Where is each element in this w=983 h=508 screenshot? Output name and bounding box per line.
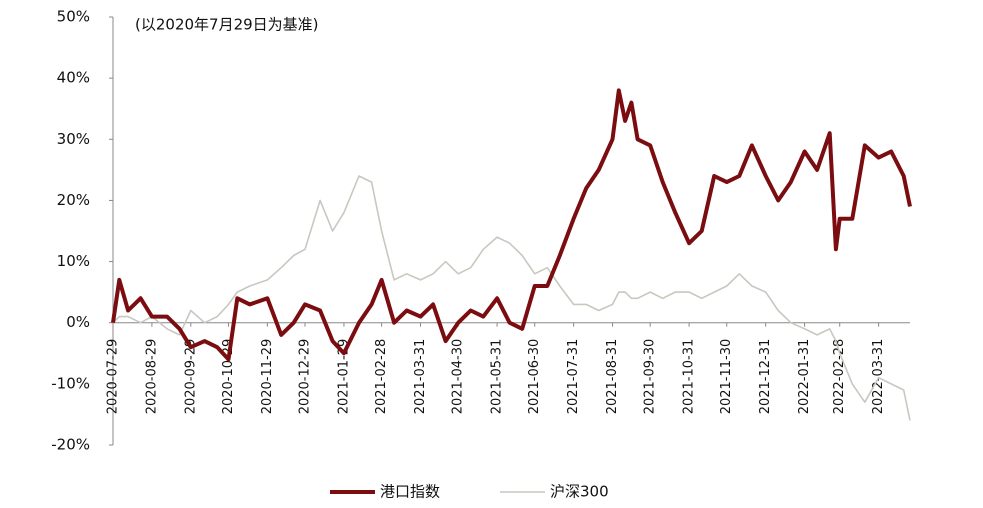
y-tick-label: 30% [57, 130, 90, 148]
x-tick-label: 2020-12-29 [298, 339, 313, 415]
series-line [111, 88, 912, 362]
y-tick-label: -20% [51, 436, 90, 454]
x-tick-label: 2021-03-31 [413, 339, 428, 415]
x-tick-label: 2021-08-31 [605, 339, 620, 415]
x-tick-label: 2022-01-31 [797, 339, 812, 415]
x-tick-label: 2020-09-29 [183, 339, 198, 415]
x-tick-label: 2021-09-30 [643, 339, 658, 415]
x-tick-label: 2022-02-28 [832, 339, 847, 415]
y-tick-label: 10% [57, 252, 90, 270]
x-tick-label: 2020-07-29 [106, 339, 121, 415]
series-line [112, 175, 911, 421]
x-tick-label: 2022-03-31 [871, 339, 886, 415]
x-tick-label: 2021-05-31 [490, 339, 505, 415]
y-tick-label: 50% [57, 8, 90, 26]
chart-subtitle: (以2020年7月29日为基准) [135, 16, 319, 34]
x-tick-label: 2021-07-31 [566, 339, 581, 415]
x-tick-label: 2021-10-31 [682, 339, 697, 415]
legend-label: 沪深300 [550, 483, 609, 501]
y-tick-label: 0% [66, 313, 90, 331]
y-tick-label: 20% [57, 191, 90, 209]
y-tick-label: 40% [57, 69, 90, 87]
legend-label: 港口指数 [380, 483, 440, 501]
x-tick-label: 2021-01-29 [336, 339, 351, 415]
x-tick-label: 2021-02-28 [374, 339, 389, 415]
x-tick-label: 2021-12-31 [758, 339, 773, 415]
x-tick-label: 2021-04-30 [451, 339, 466, 415]
x-tick-label: 2021-06-30 [527, 339, 542, 415]
y-tick-label: -10% [51, 374, 90, 392]
x-tick-label: 2020-08-29 [144, 339, 159, 415]
x-tick-label: 2021-11-30 [719, 339, 734, 415]
x-tick-label: 2020-11-29 [260, 339, 275, 415]
